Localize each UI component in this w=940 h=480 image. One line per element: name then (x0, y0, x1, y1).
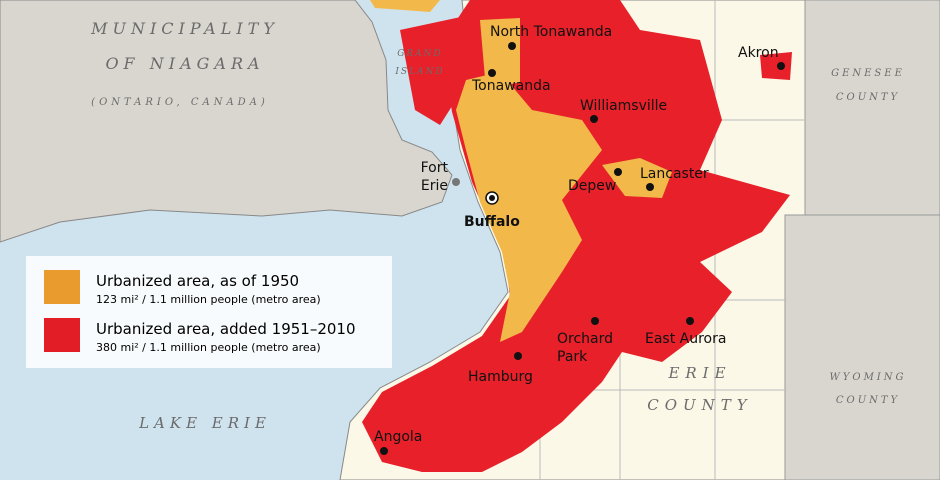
place-dot (489, 195, 495, 201)
place-label: Lancaster (640, 166, 709, 182)
canada (0, 0, 453, 243)
genesee-county (804, 0, 940, 216)
legend-swatch (44, 270, 80, 304)
place-dot (646, 183, 654, 191)
legend-swatch (44, 318, 80, 352)
legend-detail: 123 mi² / 1.1 million people (metro area… (96, 293, 321, 306)
place-dot (686, 317, 694, 325)
place-label: Hamburg (468, 369, 533, 385)
place-label: East Aurora (645, 331, 726, 347)
place-dot (508, 42, 516, 50)
urban-added (400, 15, 475, 125)
legend (26, 256, 392, 368)
place-dot (590, 115, 598, 123)
region-label: WYOMING (829, 372, 906, 383)
place-dot (452, 178, 460, 186)
wyoming-county (784, 214, 940, 480)
place-label: Tonawanda (471, 78, 551, 94)
legend-detail: 380 mi² / 1.1 million people (metro area… (96, 341, 321, 354)
region-note: (ONTARIO, CANADA) (91, 97, 269, 108)
place-label: Depew (568, 178, 616, 194)
place-dot (380, 447, 388, 455)
region-label: GENESEE (831, 68, 905, 79)
place-dot (591, 317, 599, 325)
legend-label: Urbanized area, added 1951–2010 (96, 320, 356, 338)
place-label: Williamsville (580, 98, 667, 114)
region-label: MUNICIPALITY (90, 19, 279, 38)
place-label: Orchard (557, 331, 613, 347)
place-label: Buffalo (464, 214, 520, 230)
region-label: ISLAND (394, 67, 444, 77)
region-label: ERIE (667, 364, 731, 382)
place-dot (514, 352, 522, 360)
place-label: Erie (421, 178, 448, 194)
place-label: Angola (374, 429, 422, 445)
urban-added (760, 52, 792, 80)
region-label: COUNTY (836, 92, 900, 103)
place-label: Fort (421, 160, 449, 176)
urban-1950 (602, 158, 672, 198)
lake-label: LAKE ERIE (138, 414, 271, 432)
region-label: COUNTY (836, 395, 900, 406)
urban-1950 (370, 0, 440, 12)
place-dot (488, 69, 496, 77)
legend-label: Urbanized area, as of 1950 (96, 272, 299, 290)
place-dot (614, 168, 622, 176)
region-label: REGIONAL (118, 0, 251, 2)
place-label: Akron (738, 45, 779, 61)
urban-1950 (456, 72, 602, 342)
place-label: North Tonawanda (490, 24, 612, 40)
region-label: OF NIAGARA (105, 54, 264, 73)
region-label: COUNTY (647, 396, 752, 414)
region-label: GRAND (397, 49, 443, 59)
place-dot (777, 62, 785, 70)
place-label: Park (557, 349, 588, 365)
